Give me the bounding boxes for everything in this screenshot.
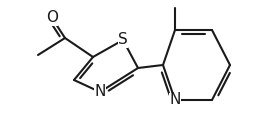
Text: S: S <box>118 33 128 47</box>
Text: O: O <box>46 10 58 25</box>
Text: N: N <box>169 92 181 107</box>
Text: N: N <box>94 85 106 100</box>
